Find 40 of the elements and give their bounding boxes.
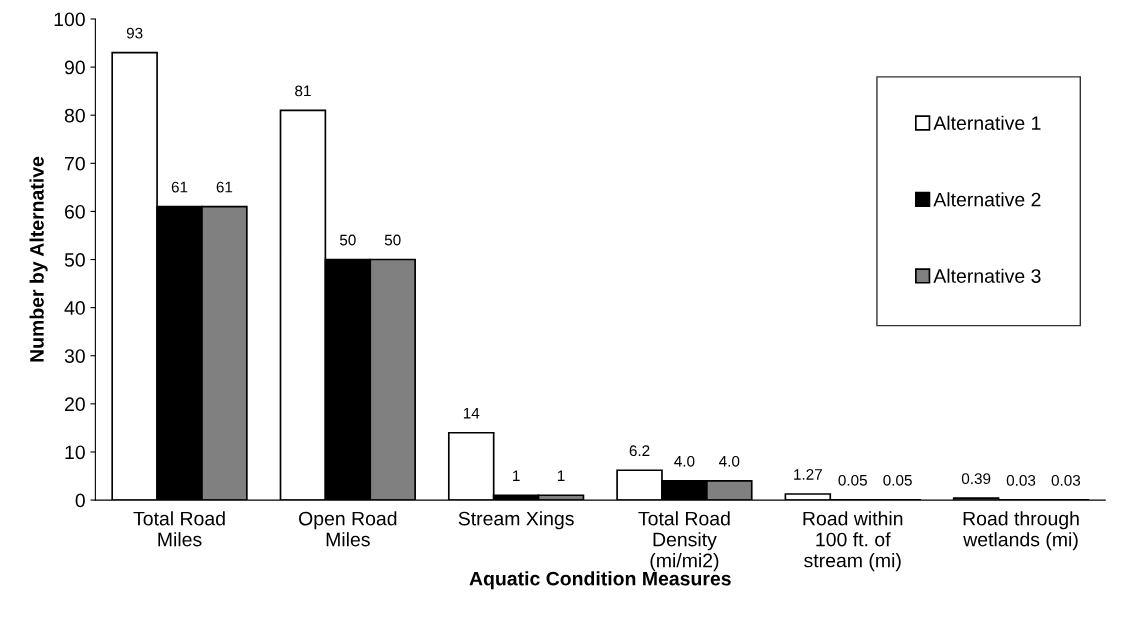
data-label: 6.2 <box>629 445 650 457</box>
data-label: 93 <box>126 27 143 39</box>
y-tick-label: 20 <box>65 397 85 412</box>
y-tick-label: 70 <box>65 156 85 171</box>
legend-label: Alternative 2 <box>933 192 1041 207</box>
data-label: 61 <box>216 181 233 193</box>
x-tick-label: Road within 100 ft. of stream (mi) <box>803 511 903 572</box>
data-label: 0.03 <box>1051 474 1081 486</box>
y-tick-label: 80 <box>64 108 85 123</box>
data-label: 50 <box>339 234 356 246</box>
data-label: 14 <box>463 407 480 419</box>
y-tick-label: 50 <box>64 253 85 267</box>
y-tick-label: 10 <box>65 445 85 460</box>
y-axis-title: Number by Alternative <box>29 156 48 362</box>
y-tick-label: 40 <box>64 301 85 315</box>
legend-label: Alternative 3 <box>933 268 1041 283</box>
data-label: 0.39 <box>961 473 991 485</box>
y-tick-label: 0 <box>75 493 85 508</box>
y-tick-label: 30 <box>64 349 85 363</box>
data-label: 0.03 <box>1006 474 1036 486</box>
data-label: 0.05 <box>838 474 867 486</box>
data-label: 4.0 <box>719 455 740 467</box>
data-label: 0.05 <box>883 474 912 486</box>
data-label: 50 <box>384 234 401 246</box>
y-tick-label: 60 <box>65 204 85 219</box>
data-label: 1 <box>557 470 565 481</box>
x-axis-title: Aquatic Condition Measures <box>469 571 731 590</box>
x-tick-label: Total Road Density (mi/mi2) <box>638 511 730 572</box>
data-label: 4.0 <box>674 455 695 467</box>
x-tick-label: Open Road Miles <box>299 511 397 547</box>
data-label: 1.27 <box>794 469 822 480</box>
y-tick-label: 90 <box>64 60 85 75</box>
legend-label: Alternative 1 <box>933 115 1041 130</box>
x-tick-label: Total Road Miles <box>133 511 225 547</box>
data-label: 61 <box>171 181 188 193</box>
data-label: 81 <box>295 85 311 97</box>
y-tick-label: 100 <box>54 12 85 27</box>
x-tick-label: Stream Xings <box>458 511 574 530</box>
data-label: 1 <box>513 470 520 481</box>
x-tick-label: Road through wetlands (mi) <box>963 511 1079 551</box>
